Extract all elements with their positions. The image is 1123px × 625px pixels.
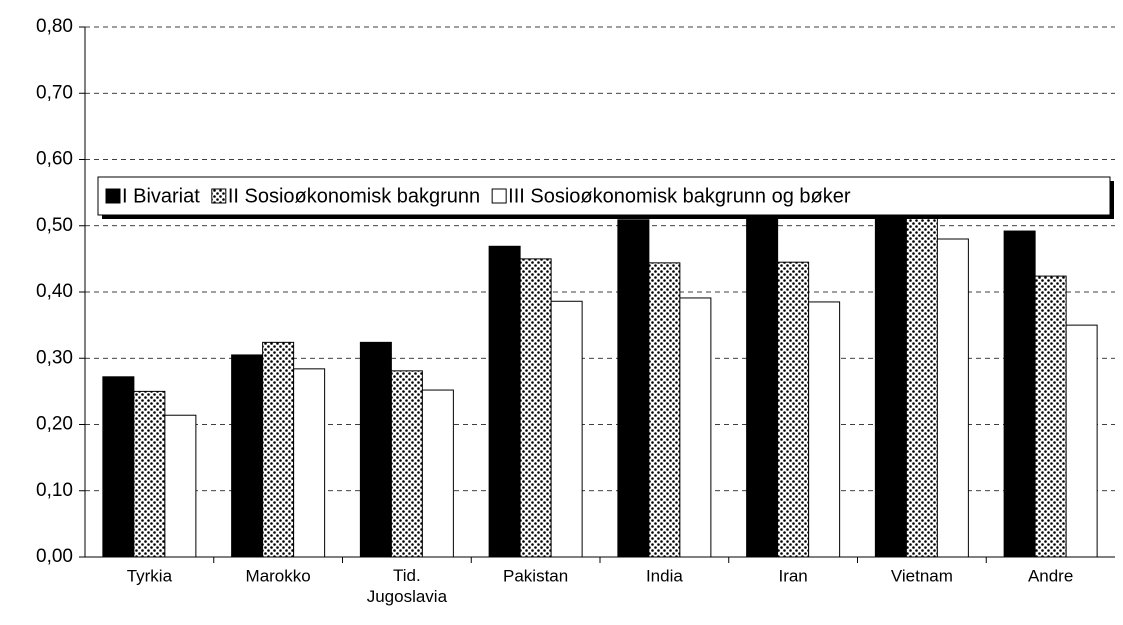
legend-swatch — [491, 188, 507, 204]
y-tick-label: 0,40 — [36, 281, 73, 302]
bar — [550, 300, 583, 558]
x-tick-label: India — [646, 566, 683, 585]
bar — [421, 389, 454, 558]
bar — [488, 245, 521, 558]
bar — [519, 258, 552, 558]
bar — [164, 414, 197, 558]
x-tick-label: Tyrkia — [127, 566, 173, 585]
x-tick-label: Andre — [1028, 566, 1073, 585]
y-tick-label: 0,50 — [36, 215, 73, 236]
legend-label: III Sosioøkonomisk bakgrunn og bøker — [508, 185, 851, 207]
bar — [102, 376, 135, 558]
bar — [617, 219, 650, 558]
bar — [1065, 324, 1098, 558]
x-tick-line: Tid. — [393, 566, 421, 585]
bar — [293, 368, 326, 558]
x-tick-label: Tid. Jugoslavia — [367, 566, 448, 606]
x-tick-label: Pakistan — [503, 566, 568, 585]
bar — [936, 238, 969, 558]
bar — [359, 341, 392, 558]
bar — [874, 186, 907, 558]
bar — [746, 217, 779, 558]
y-tick-label: 0,00 — [36, 546, 73, 567]
y-tick-label: 0,20 — [36, 414, 73, 435]
y-tick-label: 0,30 — [36, 347, 73, 368]
legend-label: I Bivariat — [122, 185, 200, 207]
bar — [905, 205, 938, 558]
bar — [1034, 275, 1067, 558]
y-tick-label: 0,60 — [36, 149, 73, 170]
bar — [231, 354, 264, 558]
bar — [648, 262, 681, 558]
bar — [262, 341, 295, 558]
bar — [390, 370, 423, 558]
bar — [1003, 230, 1036, 558]
bar — [808, 301, 841, 558]
bar — [777, 261, 810, 558]
x-tick-label: Marokko — [246, 566, 311, 585]
x-tick-line: Jugoslavia — [367, 587, 448, 606]
bar — [679, 297, 712, 558]
legend-swatch — [211, 188, 227, 204]
y-tick-label: 0,80 — [36, 16, 73, 37]
y-tick-label: 0,70 — [36, 82, 73, 103]
legend-label: II Sosioøkonomisk bakgrunn — [228, 185, 480, 207]
legend-swatch — [105, 188, 121, 204]
bar — [133, 390, 166, 558]
y-tick-label: 0,10 — [36, 480, 73, 501]
x-tick-label: Vietnam — [891, 566, 953, 585]
x-tick-label: Iran — [778, 566, 807, 585]
legend — [97, 176, 1111, 216]
